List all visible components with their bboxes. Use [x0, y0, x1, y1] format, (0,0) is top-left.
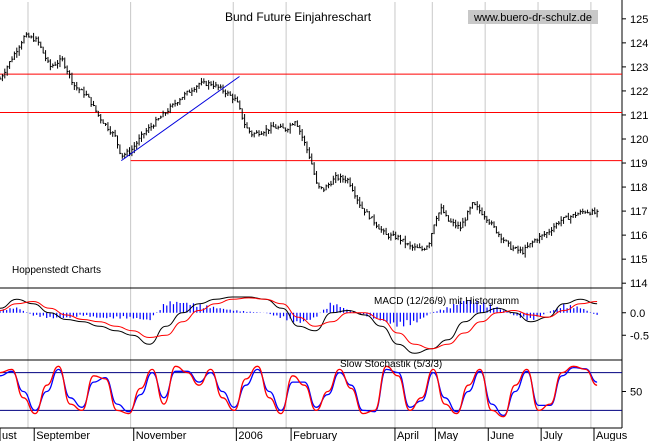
watermark-text: www.buero-dr-schulz.de: [473, 12, 592, 24]
price-tick-label: 121: [630, 110, 648, 122]
macd-title: MACD (12/26/9) mit Histogramm: [374, 296, 519, 307]
support-resistance-lines: [0, 73, 622, 162]
price-bars: [0, 32, 599, 258]
macd-panel: 0.0 -0.5 MACD (12/26/9) mit Histogramm: [0, 296, 649, 354]
stochastic-panel: 50 Slow Stochastik (5/3/3): [0, 359, 642, 418]
stochastic-k-line: [0, 365, 598, 418]
macd-tick-label: -0.5: [630, 330, 649, 342]
x-axis-label: July: [543, 430, 563, 441]
x-axis-label: November: [136, 430, 187, 441]
price-tick-label: 114: [630, 278, 648, 290]
macd-axis-ticks: 0.0 -0.5: [622, 308, 649, 342]
x-axis-label: June: [490, 430, 514, 441]
x-axis-label: September: [36, 430, 90, 441]
price-tick-label: 118: [630, 182, 648, 194]
x-axis: ust September November 2006 February April May…: [0, 428, 628, 442]
price-tick-label: 119: [630, 158, 648, 170]
x-axis-label: Augus: [596, 430, 628, 441]
stochastic-lines: [0, 365, 598, 418]
price-panel: 125 124 123 122 121 120 119 118 117 116 115 114 Bun…: [0, 10, 648, 290]
x-axis-label: February: [293, 430, 338, 441]
macd-lines: [0, 296, 598, 354]
watermark-box: [468, 10, 598, 24]
hoppenstedt-label: Hoppenstedt Charts: [12, 265, 101, 276]
stochastic-axis-ticks: 50: [622, 387, 642, 399]
panel-borders: [0, 0, 623, 429]
chart-title: Bund Future Einjahreschart: [225, 10, 372, 24]
price-tick-label: 117: [630, 206, 648, 218]
price-axis-ticks: 125 124 123 122 121 120 119 118 117 116 115 114: [622, 14, 648, 290]
price-tick-label: 123: [630, 62, 648, 74]
price-tick-label: 122: [630, 86, 648, 98]
macd-tick-label: 0.0: [630, 308, 645, 320]
stochastic-levels: [0, 372, 622, 411]
price-tick-label: 116: [630, 230, 648, 242]
grid: [27, 2, 592, 428]
x-axis-label: May: [437, 430, 458, 441]
stochastic-d-line: [0, 366, 598, 417]
trendline: [121, 76, 240, 162]
price-tick-label: 124: [630, 38, 648, 50]
x-axis-label: ust: [2, 430, 17, 441]
x-axis-label: 2006: [238, 430, 262, 441]
price-tick-label: 125: [630, 14, 648, 26]
price-tick-label: 120: [630, 134, 648, 146]
stochastic-tick-label: 50: [630, 387, 642, 399]
stochastic-title: Slow Stochastik (5/3/3): [340, 359, 442, 370]
macd-line: [0, 296, 598, 354]
x-axis-label: April: [397, 430, 419, 441]
macd-signal-line: [0, 297, 598, 350]
price-tick-label: 115: [630, 254, 648, 266]
